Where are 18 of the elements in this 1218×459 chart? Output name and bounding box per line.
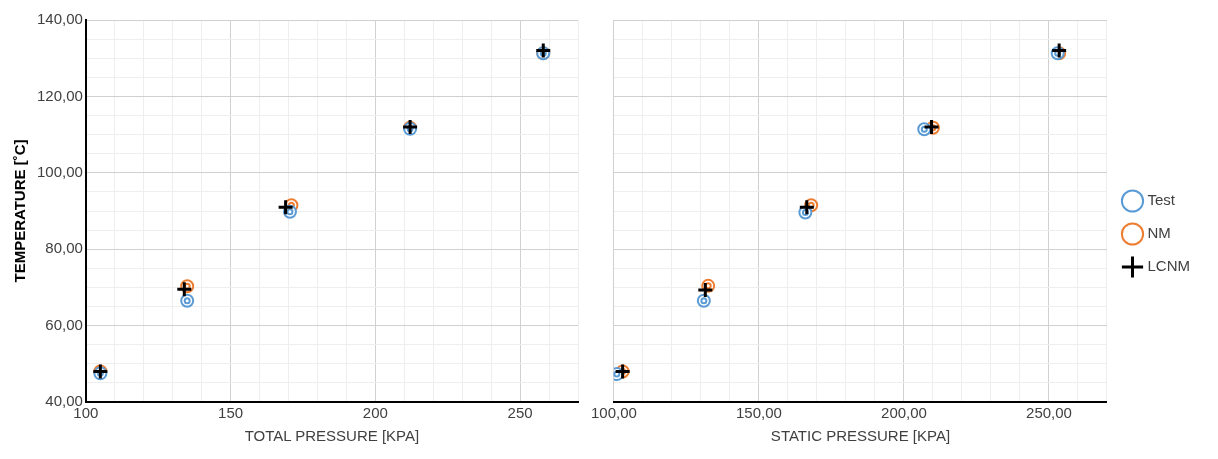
y-tick-label: 80,00 bbox=[45, 239, 83, 257]
x-tick-label: 200 bbox=[362, 404, 388, 422]
x-tick-label: 150 bbox=[218, 404, 244, 422]
y-tick-label: 60,00 bbox=[45, 315, 83, 333]
x-tick-label: 100,00 bbox=[590, 404, 637, 422]
x-tick-label: 200,00 bbox=[881, 404, 927, 422]
y-axis-title: TEMPERATURE [˚C] bbox=[11, 139, 29, 283]
y-tick-label: 120,00 bbox=[36, 86, 83, 104]
legend-label: NM bbox=[1147, 224, 1171, 242]
x-axis-title: TOTAL PRESSURE [KPA] bbox=[244, 427, 420, 445]
legend-label: Test bbox=[1147, 191, 1176, 209]
y-tick-label: 140,00 bbox=[36, 10, 83, 28]
legend-label: LCNM bbox=[1147, 257, 1191, 275]
y-tick-label: 100,00 bbox=[36, 162, 83, 180]
x-tick-label: 150,00 bbox=[736, 404, 782, 422]
x-tick-label: 250 bbox=[507, 404, 533, 422]
x-tick-label: 250,00 bbox=[1026, 404, 1072, 422]
x-axis-title: STATIC PRESSURE [KPA] bbox=[770, 427, 951, 445]
